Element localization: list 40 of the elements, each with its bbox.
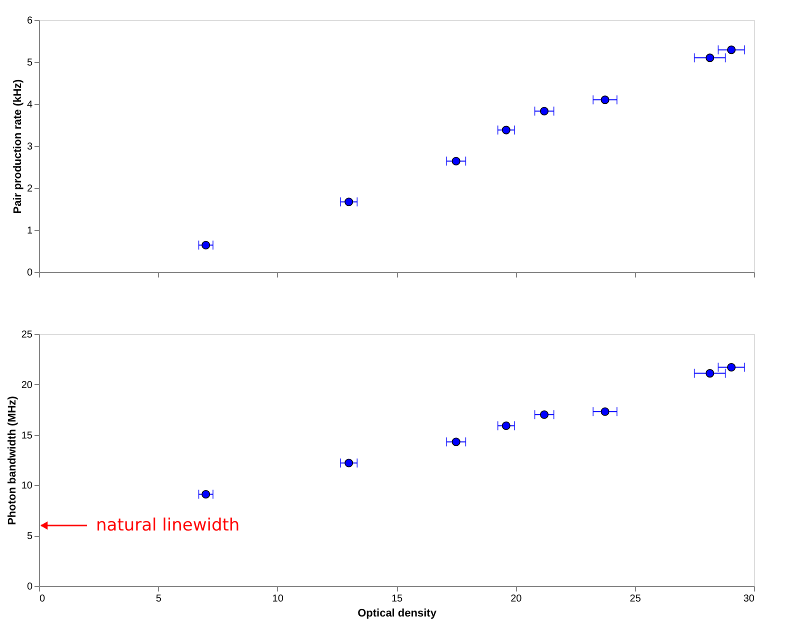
y-tick-label: 0 [26, 582, 33, 592]
point [706, 54, 714, 62]
x-tick-label: 25 [630, 594, 642, 604]
x-tick-label: 30 [743, 594, 755, 604]
x-tick-label: 15 [391, 594, 403, 604]
y-tick-label: 25 [21, 330, 33, 340]
point [202, 490, 210, 499]
y-axis-title: Photon bandwidth (MHz) [6, 396, 18, 525]
point [706, 369, 714, 378]
point [727, 46, 736, 54]
point [600, 96, 610, 104]
point [452, 438, 460, 446]
point [344, 458, 354, 468]
point [202, 240, 210, 250]
y-tick-label: 4 [26, 100, 33, 110]
x-tick-label: 10 [272, 594, 284, 604]
x-axis-title: Optical density [358, 608, 438, 620]
y-axis-title: Pair production rate (kHz) [12, 78, 24, 214]
point [452, 156, 460, 166]
point [540, 410, 549, 419]
point [502, 421, 510, 430]
y-tick-label: 0 [26, 268, 33, 278]
point [727, 363, 736, 372]
point [502, 126, 510, 134]
y-tick-label: 15 [21, 430, 33, 442]
x-tick-label: 0 [40, 594, 46, 604]
y-tick-label: 5 [26, 531, 33, 542]
x-tick-label: 5 [156, 594, 162, 604]
point [600, 407, 610, 416]
y-tick-label: 6 [26, 16, 33, 26]
y-tick-label: 3 [26, 142, 33, 152]
x-tick-label: 20 [510, 594, 522, 604]
annotation: natural linewidth [96, 516, 240, 536]
point [344, 198, 354, 206]
y-tick-label: 2 [26, 184, 33, 194]
y-tick-label: 5 [26, 58, 33, 68]
point [540, 106, 549, 116]
y-tick-label: 20 [21, 380, 33, 391]
y-tick-label: 10 [21, 480, 33, 492]
y-tick-label: 1 [26, 226, 33, 236]
